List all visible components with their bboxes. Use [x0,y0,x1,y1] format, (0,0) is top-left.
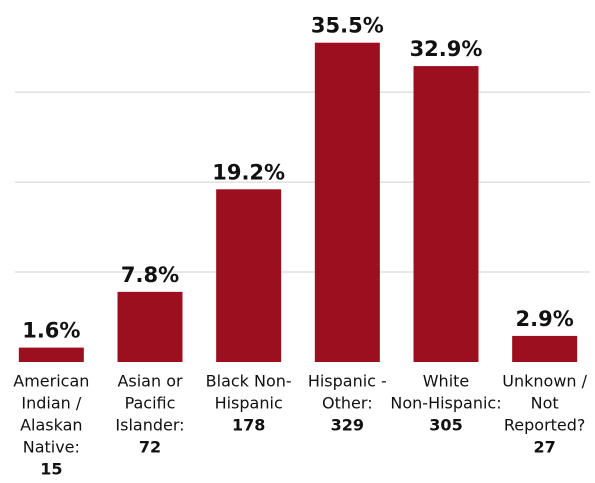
count-label: 27 [534,438,556,457]
x-tick-label: Pacific [125,394,176,413]
bar [314,42,380,362]
count-label: 329 [331,416,364,435]
x-tick-label: Native: [23,438,80,457]
value-label: 19.2% [212,160,285,184]
x-tick-label: American [13,372,89,391]
x-tick-label: Non-Hispanic: [390,394,501,413]
bar [512,335,578,362]
bar [216,189,282,362]
x-tick-label: Reported? [504,416,586,435]
x-tick-label: Alaskan [20,416,82,435]
value-label: 35.5% [311,14,384,38]
x-tick-label: Not [531,394,559,413]
x-tick-label: Hispanic - [308,372,387,391]
value-label: 32.9% [410,37,483,61]
x-tick-label: Unknown / [502,372,587,391]
value-label: 2.9% [516,307,574,331]
bar [413,66,479,362]
value-label: 7.8% [121,263,179,287]
x-tick-label: Indian / [21,394,81,413]
value-label: 1.6% [22,319,80,343]
x-tick-label: Asian or [117,372,183,391]
x-tick-label: Hispanic [215,394,283,413]
bar [117,291,183,362]
bar [18,347,84,362]
x-tick-label: Islander: [115,416,184,435]
count-label: 72 [139,438,161,457]
x-tick-label: White [423,372,470,391]
x-tick-label: Black Non- [206,372,292,391]
count-label: 305 [429,416,462,435]
x-tick-label: Other: [322,394,373,413]
count-label: 178 [232,416,265,435]
count-label: 15 [40,460,62,479]
